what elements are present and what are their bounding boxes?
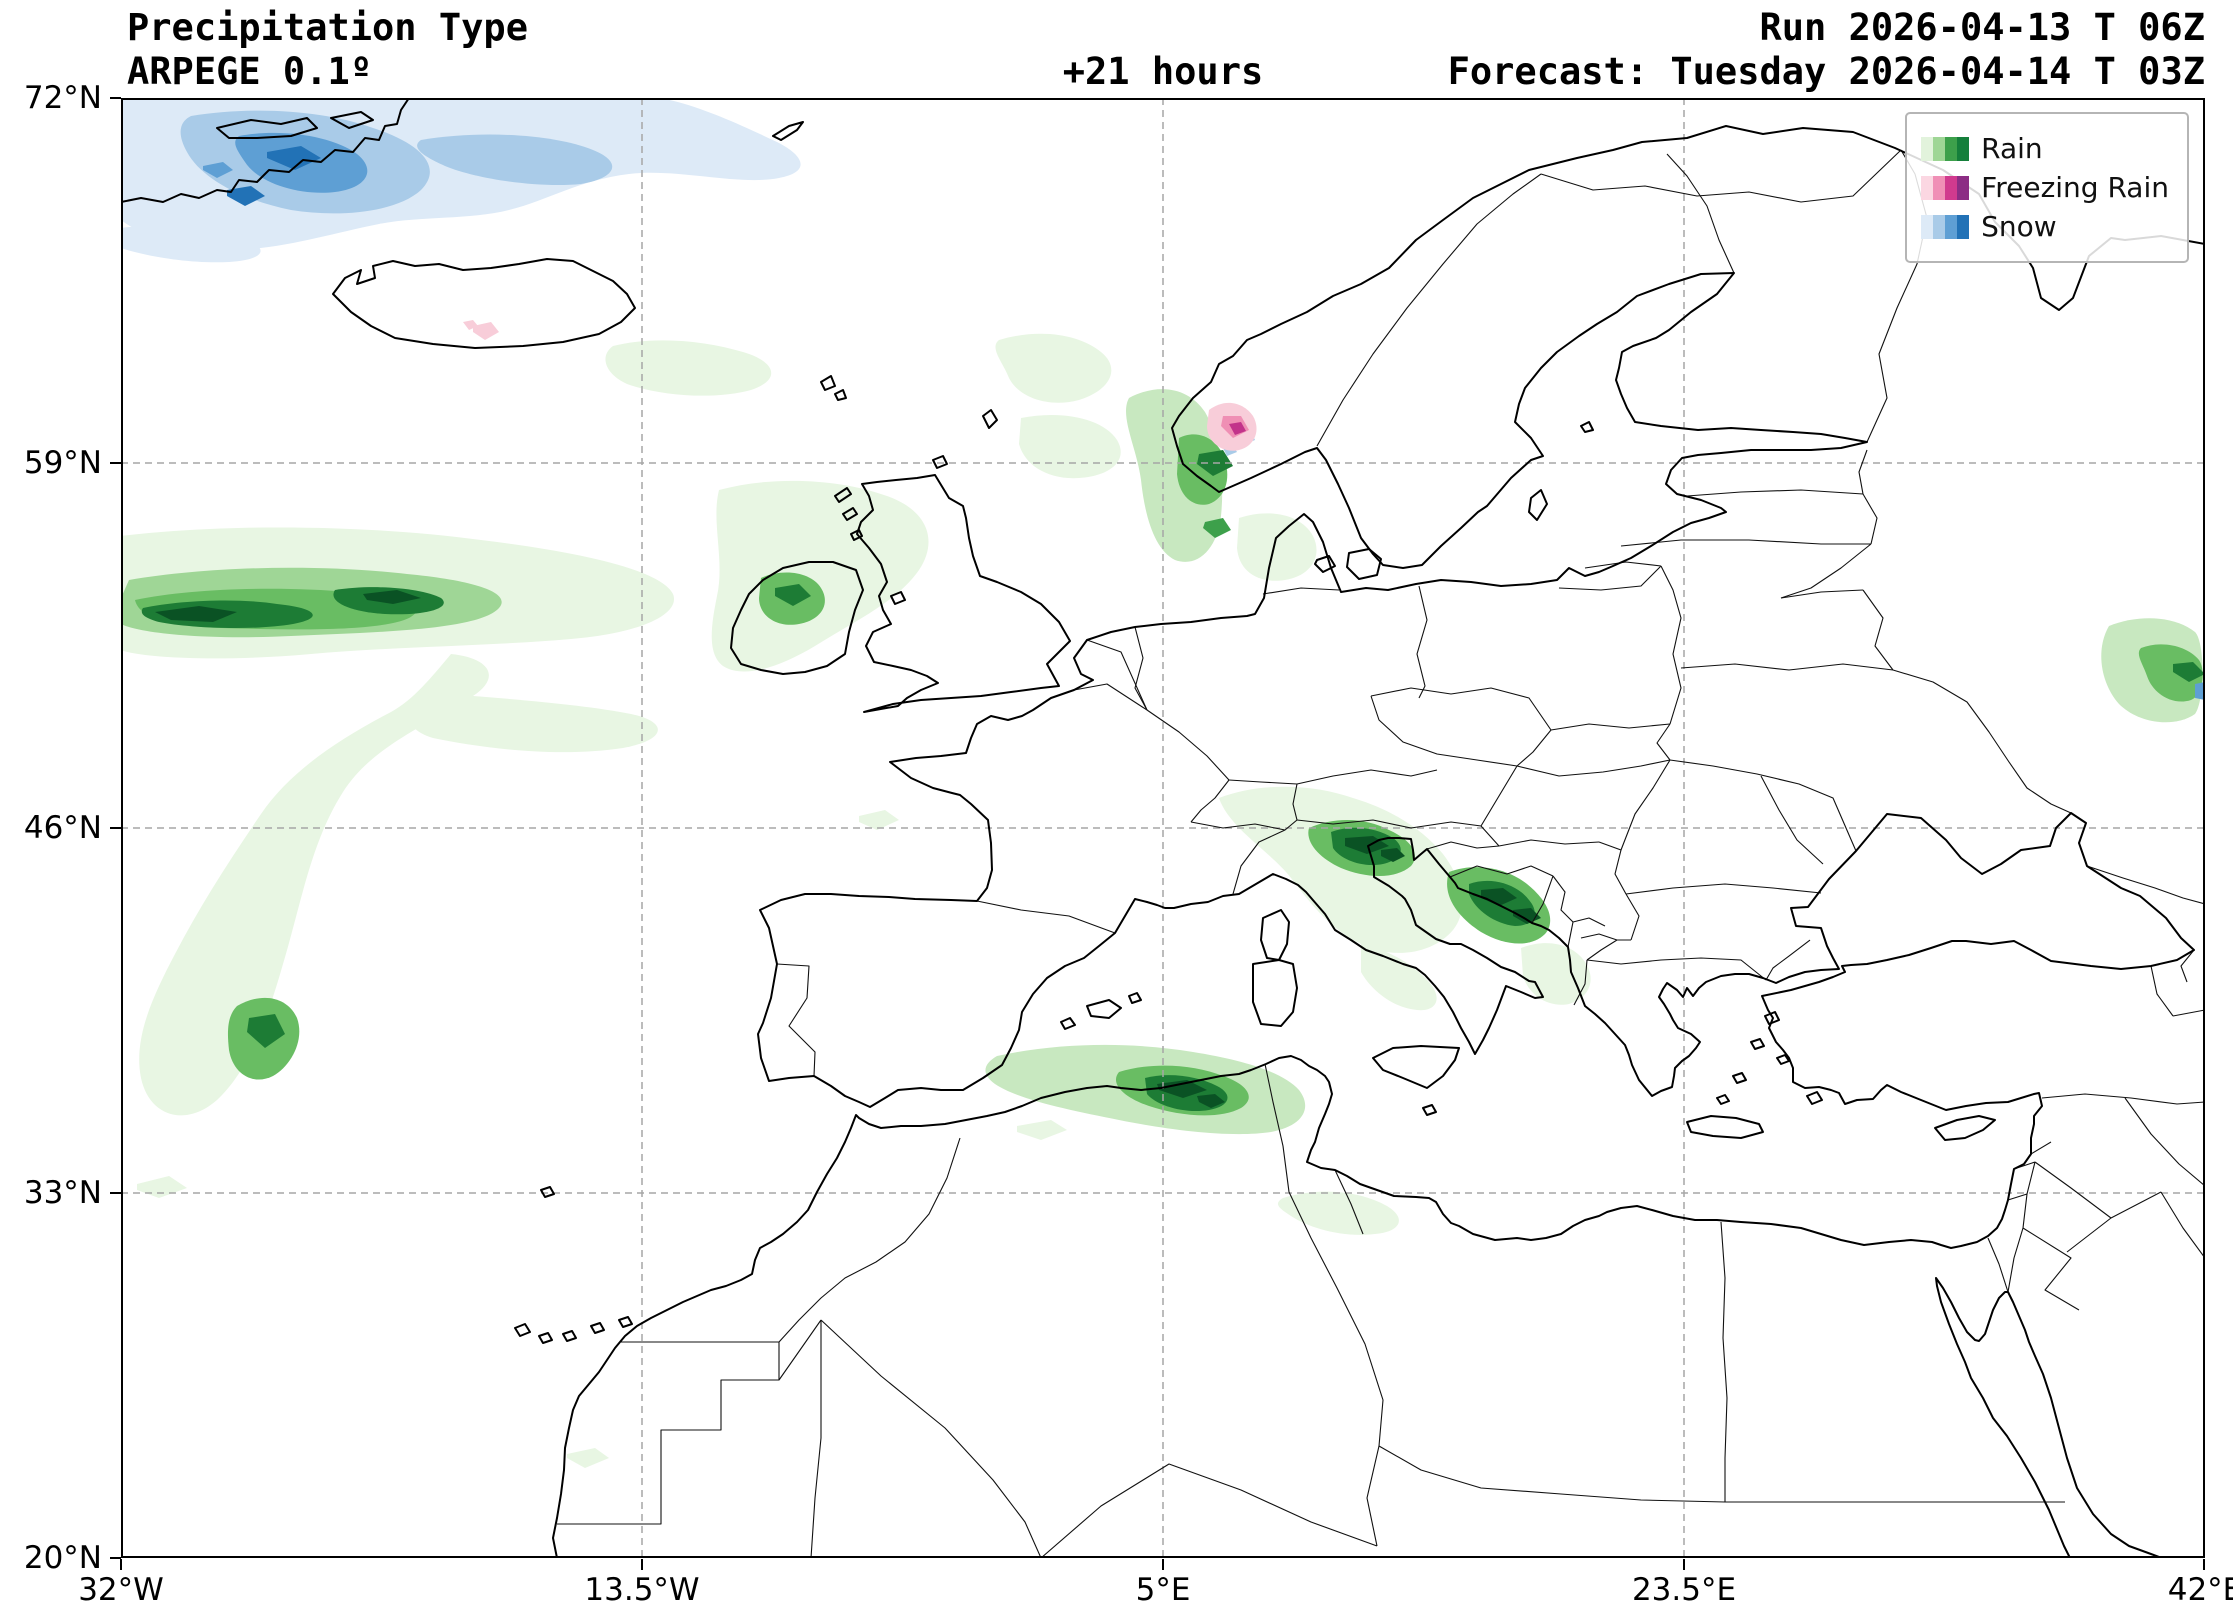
page-title: Precipitation Type [127, 6, 528, 49]
iceland-coast [332, 258, 636, 349]
tick-lon-13p5w [641, 1559, 643, 1570]
lon-label-32w: 32°W [78, 1572, 164, 1604]
rain-swatch [1921, 136, 1970, 161]
tick-lat-46 [110, 827, 121, 829]
coastlines [121, 98, 2205, 1558]
freezing-rain-contours [463, 320, 1257, 451]
lat-label-33n: 33°N [23, 1175, 102, 1211]
legend-row-rain: Rain [1921, 132, 2169, 165]
lead-time-label: +21 hours [1062, 50, 1264, 93]
lon-label-23p5e: 23.5°E [1631, 1572, 1737, 1604]
mainland-coast [552, 125, 2205, 1558]
tick-lon-23p5e [1683, 1559, 1685, 1570]
header-left: Precipitation Type ARPEGE 0.1º [127, 6, 528, 94]
tick-lon-32w [120, 1559, 122, 1570]
tick-lon-42e [2203, 1559, 2205, 1570]
legend-row-snow: Snow [1921, 210, 2169, 243]
sicily-coast [1372, 1045, 1460, 1089]
lat-label-46n: 46°N [23, 810, 102, 846]
lat-label-72n: 72°N [23, 80, 102, 116]
country-borders [557, 149, 2205, 1558]
header-right: Run 2026-04-13 T 06Z Forecast: Tuesday 20… [1448, 6, 2205, 94]
greenland-island-2 [330, 111, 374, 129]
greenland-island [216, 117, 318, 139]
sardinia-coast [1252, 959, 1298, 1027]
map-plot-area: Rain Freezing Rain Snow [121, 98, 2205, 1558]
greenland-coast [121, 98, 410, 203]
tick-lat-72 [110, 97, 121, 99]
legend-row-freezing-rain: Freezing Rain [1921, 171, 2169, 204]
tick-lat-33 [110, 1192, 121, 1194]
ireland-coast [730, 561, 864, 675]
axis-spine [121, 98, 2205, 1558]
lon-label-5e: 5°E [1135, 1572, 1191, 1604]
crete-coast [1686, 1115, 1764, 1139]
tick-lat-20 [110, 1557, 121, 1559]
legend: Rain Freezing Rain Snow [1905, 112, 2189, 263]
model-label: ARPEGE 0.1º [127, 50, 373, 93]
run-label: Run 2026-04-13 T 06Z [1759, 6, 2205, 49]
gridlines [121, 98, 2205, 1558]
rain-contours [121, 333, 2205, 1468]
great-britain-coast [856, 474, 1071, 713]
snow-swatch [1921, 214, 1970, 239]
legend-label-freezing-rain: Freezing Rain [1981, 171, 2169, 204]
jan-mayen-coast [772, 121, 804, 141]
lat-label-59n: 59°N [23, 445, 102, 481]
forecast-label: Forecast: Tuesday 2026-04-14 T 03Z [1447, 50, 2205, 93]
legend-label-rain: Rain [1981, 132, 2043, 165]
tick-lat-59 [110, 462, 121, 464]
tick-lon-5e [1162, 1559, 1164, 1570]
freezing-rain-swatch [1921, 175, 1970, 200]
lon-label-42e: 42°E [2167, 1572, 2233, 1604]
lon-label-13p5w: 13.5°W [584, 1572, 700, 1604]
corsica-coast [1260, 909, 1290, 961]
europe-map [121, 98, 2205, 1558]
lat-label-20n: 20°N [23, 1540, 102, 1576]
cyprus-coast [1934, 1115, 1996, 1141]
legend-label-snow: Snow [1981, 210, 2057, 243]
